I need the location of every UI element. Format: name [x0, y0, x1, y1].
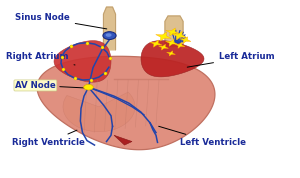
- Text: Right Ventricle: Right Ventricle: [12, 130, 85, 147]
- Polygon shape: [141, 41, 204, 77]
- Polygon shape: [175, 42, 185, 48]
- Polygon shape: [103, 7, 116, 50]
- Circle shape: [84, 84, 93, 90]
- Circle shape: [103, 32, 116, 40]
- Text: Right Atrium: Right Atrium: [6, 53, 75, 65]
- Polygon shape: [63, 92, 135, 132]
- Polygon shape: [166, 28, 179, 36]
- Polygon shape: [54, 41, 111, 82]
- Text: AV Node: AV Node: [15, 81, 86, 90]
- Polygon shape: [166, 39, 178, 46]
- Text: Sinus Node: Sinus Node: [15, 13, 107, 29]
- Text: Left Ventricle: Left Ventricle: [159, 126, 246, 147]
- Polygon shape: [156, 32, 171, 41]
- Polygon shape: [114, 135, 132, 145]
- Polygon shape: [158, 44, 169, 50]
- Polygon shape: [37, 56, 215, 150]
- Polygon shape: [165, 16, 183, 46]
- Polygon shape: [167, 51, 176, 56]
- Polygon shape: [180, 37, 191, 43]
- Polygon shape: [172, 31, 187, 40]
- Circle shape: [106, 33, 112, 37]
- Polygon shape: [150, 40, 162, 47]
- Text: Left Atrium: Left Atrium: [187, 53, 274, 67]
